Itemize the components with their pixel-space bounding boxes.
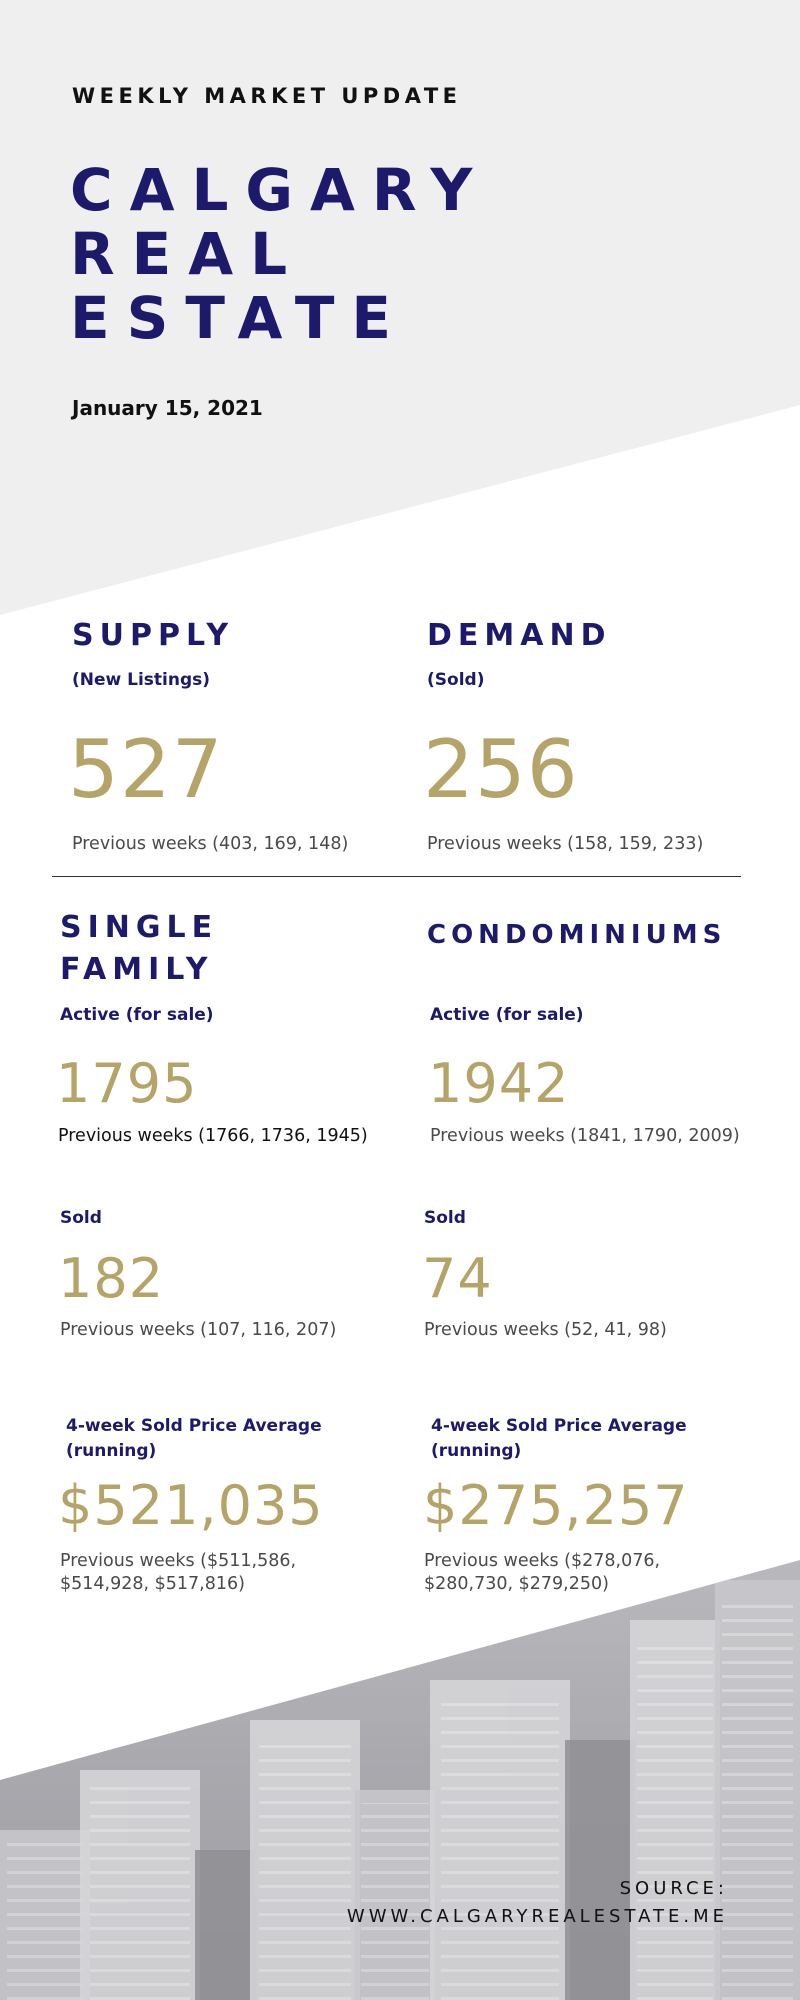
single-family-active-value: 1795 <box>56 1052 198 1115</box>
demand-previous: Previous weeks (158, 159, 233) <box>427 834 704 854</box>
report-date: January 15, 2021 <box>72 396 263 420</box>
single-family-avg-value: $521,035 <box>58 1474 324 1537</box>
page-title-line-2: REAL <box>70 220 305 288</box>
condominiums-avg-previous-line-1: Previous weeks ($278,076, <box>424 1551 661 1571</box>
condominiums-active-previous: Previous weeks (1841, 1790, 2009) <box>430 1126 740 1146</box>
condominiums-avg-label-line-2: (running) <box>431 1441 522 1461</box>
source-label: SOURCE: <box>619 1878 728 1899</box>
single-family-sold-value: 182 <box>58 1247 165 1310</box>
condominiums-sold-value: 74 <box>422 1247 493 1310</box>
demand-heading: DEMAND <box>427 618 612 653</box>
supply-previous: Previous weeks (403, 169, 148) <box>72 834 349 854</box>
page-title-line-3: ESTATE <box>70 284 409 352</box>
condominiums-active-label: Active (for sale) <box>430 1005 584 1025</box>
source-url: WWW.CALGARYREALESTATE.ME <box>346 1906 728 1927</box>
supply-heading: SUPPLY <box>72 618 235 653</box>
condominiums-avg-value: $275,257 <box>423 1474 689 1537</box>
condominiums-sold-label: Sold <box>424 1208 466 1228</box>
supply-value: 527 <box>68 723 224 816</box>
demand-value: 256 <box>423 723 579 816</box>
city-skyline-image <box>0 1560 800 2000</box>
single-family-active-label: Active (for sale) <box>60 1005 214 1025</box>
condominiums-avg-previous-line-2: $280,730, $279,250) <box>424 1574 609 1594</box>
single-family-sold-label: Sold <box>60 1208 102 1228</box>
page-title-line-1: CALGARY <box>70 156 490 224</box>
single-family-sold-previous: Previous weeks (107, 116, 207) <box>60 1320 337 1340</box>
eyebrow-label: WEEKLY MARKET UPDATE <box>72 84 462 108</box>
condominiums-active-value: 1942 <box>428 1052 570 1115</box>
single-family-avg-label-line-2: (running) <box>66 1441 157 1461</box>
supply-subheading: (New Listings) <box>72 670 211 690</box>
single-family-heading-line-2: FAMILY <box>60 952 214 987</box>
single-family-avg-previous-line-2: $514,928, $517,816) <box>60 1574 245 1594</box>
single-family-heading-line-1: SINGLE <box>60 910 219 945</box>
demand-subheading: (Sold) <box>427 670 485 690</box>
condominiums-sold-previous: Previous weeks (52, 41, 98) <box>424 1320 667 1340</box>
single-family-avg-previous-line-1: Previous weeks ($511,586, <box>60 1551 297 1571</box>
condominiums-heading: CONDOMINIUMS <box>427 920 727 950</box>
condominiums-avg-label-line-1: 4-week Sold Price Average <box>431 1416 687 1436</box>
section-divider <box>52 876 741 877</box>
single-family-active-previous: Previous weeks (1766, 1736, 1945) <box>58 1126 368 1146</box>
single-family-avg-label-line-1: 4-week Sold Price Average <box>66 1416 322 1436</box>
